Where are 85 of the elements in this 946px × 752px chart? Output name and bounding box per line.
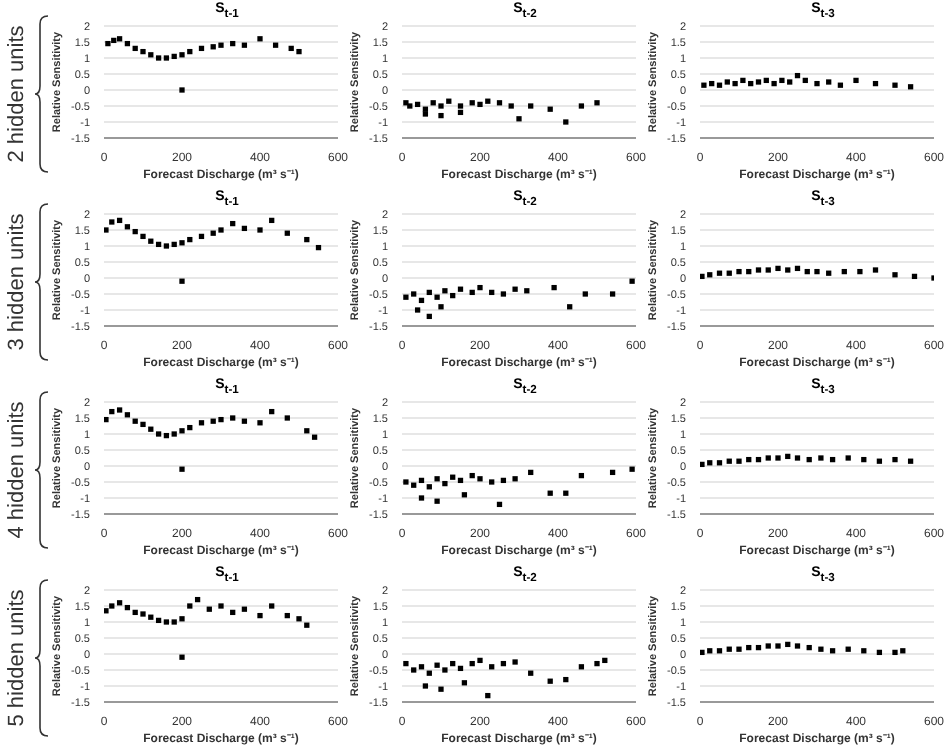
point [594, 100, 600, 106]
point [457, 103, 464, 109]
point [163, 55, 170, 61]
point [179, 278, 185, 284]
point [171, 431, 177, 437]
text: 4 hidden units [4, 401, 28, 539]
point [594, 660, 600, 667]
text: 5 hidden units [4, 589, 28, 727]
point [434, 294, 440, 300]
point [438, 112, 444, 119]
point [140, 421, 146, 428]
point [403, 294, 409, 300]
point [179, 616, 185, 622]
point [422, 683, 429, 689]
point [155, 55, 162, 61]
point [629, 466, 635, 472]
point [582, 291, 588, 297]
point [163, 243, 170, 249]
point [438, 304, 444, 310]
text: 3 hidden units [4, 213, 28, 351]
point [218, 42, 224, 48]
point [434, 476, 440, 482]
point [105, 40, 111, 47]
point [629, 278, 635, 284]
point [257, 612, 263, 619]
point [218, 227, 224, 233]
point [257, 420, 263, 426]
point [414, 307, 421, 313]
point [179, 654, 185, 660]
point [516, 116, 522, 122]
point [140, 48, 146, 55]
point [179, 87, 185, 93]
point [140, 611, 146, 617]
point [171, 619, 177, 625]
point [422, 111, 429, 117]
point [563, 119, 569, 125]
point [512, 659, 518, 665]
point [257, 227, 263, 233]
point [477, 476, 483, 482]
point [477, 101, 483, 108]
point [411, 667, 417, 673]
point [403, 660, 409, 667]
point [551, 284, 557, 291]
point [438, 103, 444, 109]
point [403, 100, 409, 106]
point [528, 103, 534, 109]
point [187, 603, 193, 609]
point [179, 52, 185, 58]
point [257, 36, 263, 42]
point [609, 291, 616, 297]
point [296, 616, 302, 622]
point [434, 498, 440, 504]
point [179, 428, 185, 434]
point [508, 103, 514, 109]
point [179, 466, 185, 472]
point [477, 284, 483, 291]
point [284, 415, 290, 421]
point [218, 603, 224, 609]
point [442, 480, 448, 487]
point [434, 662, 440, 668]
point [407, 103, 413, 109]
point [411, 291, 417, 297]
point [218, 416, 224, 423]
point [418, 495, 425, 501]
point [109, 219, 115, 225]
text: 2 hidden units [4, 25, 28, 163]
point [512, 476, 518, 482]
point [512, 286, 518, 292]
point [438, 686, 444, 692]
point [296, 48, 302, 55]
point [155, 431, 162, 437]
point [116, 407, 123, 413]
point [578, 103, 585, 109]
point [500, 291, 507, 297]
point [179, 240, 185, 246]
point [230, 415, 236, 421]
point [403, 479, 409, 485]
point [163, 619, 170, 625]
point [442, 667, 448, 673]
point [489, 479, 495, 485]
point [477, 657, 483, 664]
point [140, 233, 146, 240]
point [442, 288, 448, 294]
point [269, 603, 275, 609]
point [109, 603, 115, 609]
